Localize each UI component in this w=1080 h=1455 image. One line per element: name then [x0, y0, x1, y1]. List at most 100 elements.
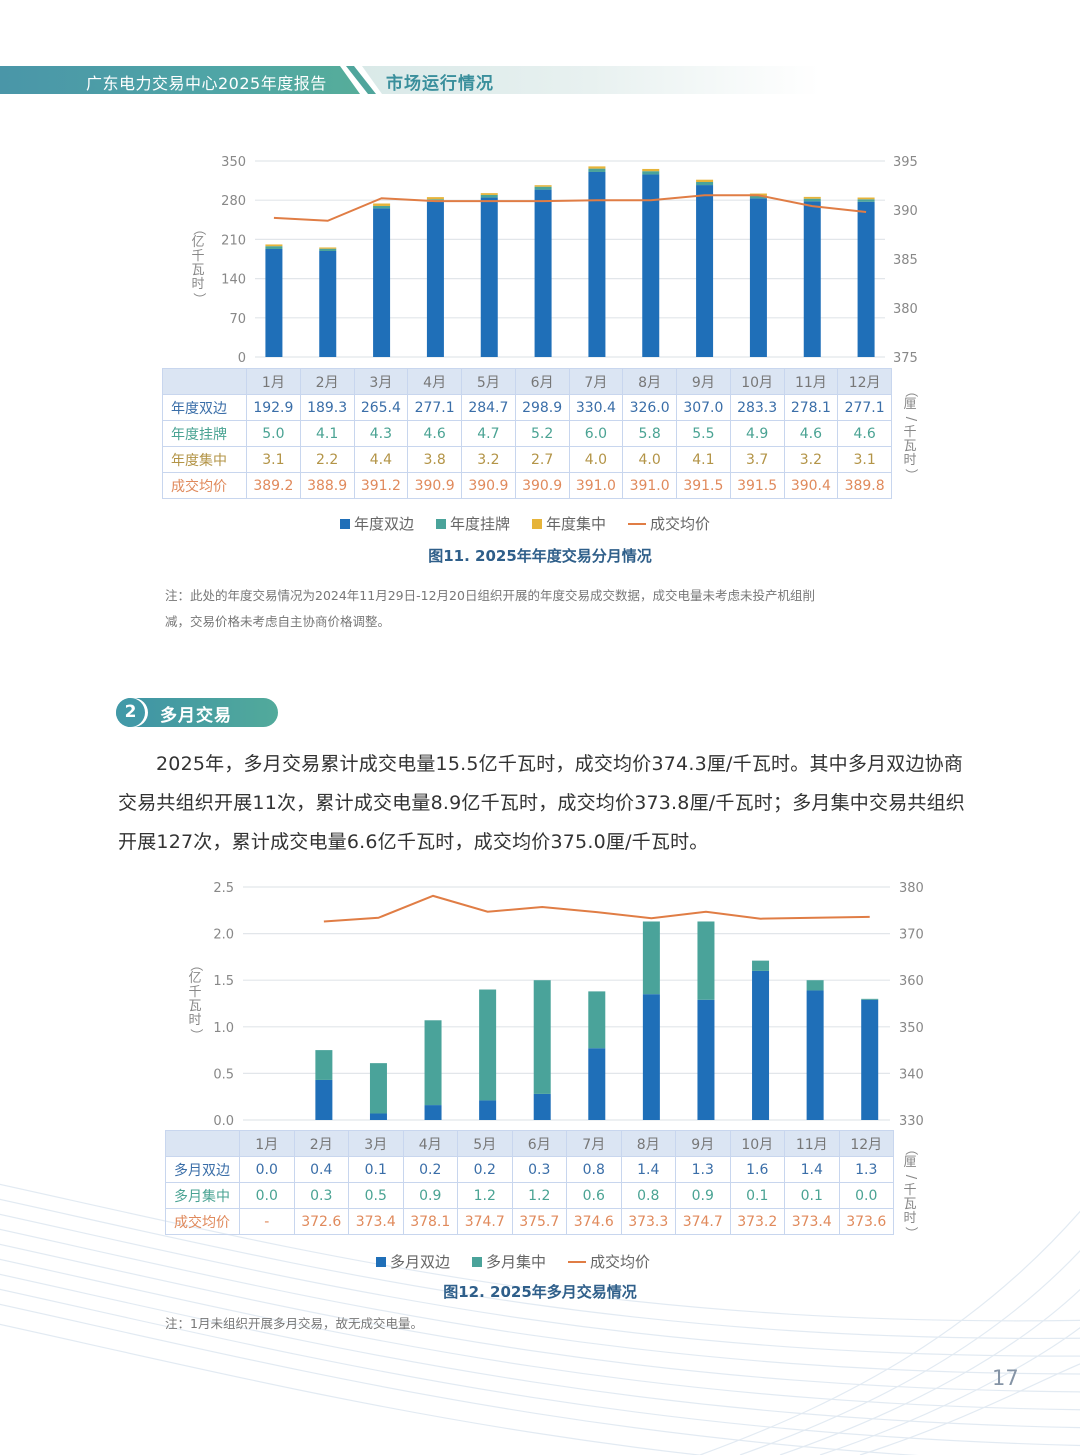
table-month-header: 11月 — [783, 368, 839, 395]
bar-segment — [857, 199, 875, 202]
figure-12-chart: 0.0 0.5 1.0 1.5 2.0 2.5 330 340 350 360 370 380 — [213, 881, 924, 1129]
bar-segment — [426, 197, 444, 200]
table-cell: 0.8 — [620, 1182, 676, 1209]
legend-label: 年度挂牌 — [450, 515, 511, 533]
bar-segment — [480, 193, 498, 195]
left-axis-tick: 0.0 — [213, 1114, 234, 1129]
left-axis-tick: 0 — [238, 351, 246, 366]
table-month-header: 10月 — [729, 1130, 785, 1157]
table-cell: - — [239, 1208, 295, 1235]
table-cell: 4.1 — [299, 420, 355, 447]
table-cell: 0.1 — [784, 1182, 840, 1209]
table-cell: 391.5 — [676, 472, 731, 499]
bar-segment — [369, 1113, 387, 1120]
table-cell: 192.9 — [246, 394, 301, 421]
table-cell: 0.1 — [348, 1156, 404, 1183]
table-cell: 1.2 — [511, 1182, 567, 1209]
header-right-band — [362, 66, 820, 94]
table-cell: 4.0 — [568, 446, 624, 473]
table-row-label: 年度挂牌 — [162, 420, 247, 447]
legend-swatch-blue — [376, 1256, 386, 1267]
table-row-label: 年度集中 — [162, 446, 247, 473]
table-row-label: 成交均价 — [165, 1208, 240, 1235]
bar-segment — [373, 203, 391, 206]
left-axis-tick: 140 — [221, 273, 246, 288]
table-month-header: 7月 — [566, 1130, 622, 1157]
table-cell: 390.9 — [461, 472, 516, 499]
table-row: 成交均价 389.2 388.9 391.2 390.9 390.9 390.9 391.0 3… — [162, 472, 892, 499]
bar-segment — [696, 185, 714, 357]
section-title: 市场运行情况 — [386, 74, 494, 94]
bar-segment — [642, 921, 660, 995]
table-cell: 0.5 — [348, 1182, 404, 1209]
table-cell: 0.3 — [511, 1156, 567, 1183]
table-cell: 3.2 — [783, 446, 839, 473]
table-corner-cell — [165, 1130, 240, 1157]
table-cell: 375.7 — [511, 1208, 567, 1235]
table-cell: 0.0 — [838, 1182, 894, 1209]
table-cell: 326.0 — [622, 394, 677, 421]
table-cell: 374.7 — [675, 1208, 731, 1235]
left-axis-tick: 350 — [221, 155, 246, 170]
table-row-label: 多月集中 — [165, 1182, 240, 1209]
right-axis-tick: 340 — [899, 1067, 924, 1082]
table-cell: 278.1 — [783, 394, 839, 421]
bar-segment — [697, 921, 715, 1000]
table-month-header: 3月 — [353, 368, 409, 395]
table-cell: 1.3 — [838, 1156, 894, 1183]
table-cell: 284.7 — [461, 394, 516, 421]
page-number: 17 — [992, 1366, 1019, 1390]
bar-segment — [588, 166, 606, 169]
bar-segment — [588, 991, 606, 1049]
left-axis-tick: 70 — [229, 312, 246, 327]
table-month-header: 5月 — [457, 1130, 513, 1157]
bar-segment — [424, 1020, 442, 1106]
table-cell: 0.9 — [402, 1182, 458, 1209]
bar-segment — [752, 960, 770, 971]
left-axis-tick: 210 — [221, 233, 246, 248]
table-cell: 0.0 — [239, 1182, 295, 1209]
table-cell: 391.0 — [568, 472, 624, 499]
table-cell: 391.2 — [353, 472, 409, 499]
table-cell: 277.1 — [407, 394, 462, 421]
price-line — [273, 194, 867, 222]
bar-segment — [426, 201, 444, 357]
legend-label: 年度双边 — [354, 515, 415, 533]
bar-segment — [588, 171, 606, 357]
bar-segment — [857, 197, 875, 200]
legend-label: 多月集中 — [486, 1253, 547, 1271]
table-cell: 0.2 — [457, 1156, 513, 1183]
bar-segment — [319, 250, 337, 357]
table-month-header: 2月 — [293, 1130, 349, 1157]
table-cell: 3.2 — [461, 446, 516, 473]
left-axis-tick: 1.0 — [213, 1021, 234, 1036]
legend-item-avg-price: 成交均价 — [628, 513, 710, 534]
table-cell: 0.6 — [566, 1182, 622, 1209]
table-cell: 4.1 — [676, 446, 731, 473]
bar-segment — [642, 168, 660, 172]
bar-segment — [857, 201, 875, 357]
bar-segment — [696, 182, 714, 186]
table-month-header: 9月 — [676, 368, 731, 395]
table-month-header: 9月 — [675, 1130, 731, 1157]
bar-segment — [588, 1048, 606, 1120]
bar-segment — [749, 198, 767, 357]
table-cell: 388.9 — [299, 472, 355, 499]
bar-segment — [373, 205, 391, 209]
bar-segment — [319, 247, 337, 249]
table-row: 成交均价 -372.6 373.4 378.1 374.7 375.7 374.6 373.3… — [165, 1208, 894, 1235]
figure-11-note-line-2: 减，交易价格未考虑自主协商价格调整。 — [165, 614, 391, 629]
right-axis-tick: 395 — [893, 155, 918, 170]
table-cell: 374.7 — [457, 1208, 513, 1235]
right-axis-tick: 360 — [899, 974, 924, 989]
report-title: 广东电力交易中心2025年度报告 — [86, 74, 327, 93]
table-cell: 389.2 — [246, 472, 301, 499]
table-row: 多月双边 0.0 0.4 0.1 0.2 0.2 0.3 0.8 1.4 1.3 1.6 1.4 1.3 — [165, 1156, 894, 1183]
table-corner-cell — [162, 368, 247, 395]
bar-segment — [315, 1050, 333, 1080]
table-cell: 373.3 — [620, 1208, 676, 1235]
table-cell: 3.7 — [729, 446, 785, 473]
left-axis-tick: 280 — [221, 194, 246, 209]
table-month-header: 12月 — [837, 368, 892, 395]
bar-segment — [749, 195, 767, 199]
